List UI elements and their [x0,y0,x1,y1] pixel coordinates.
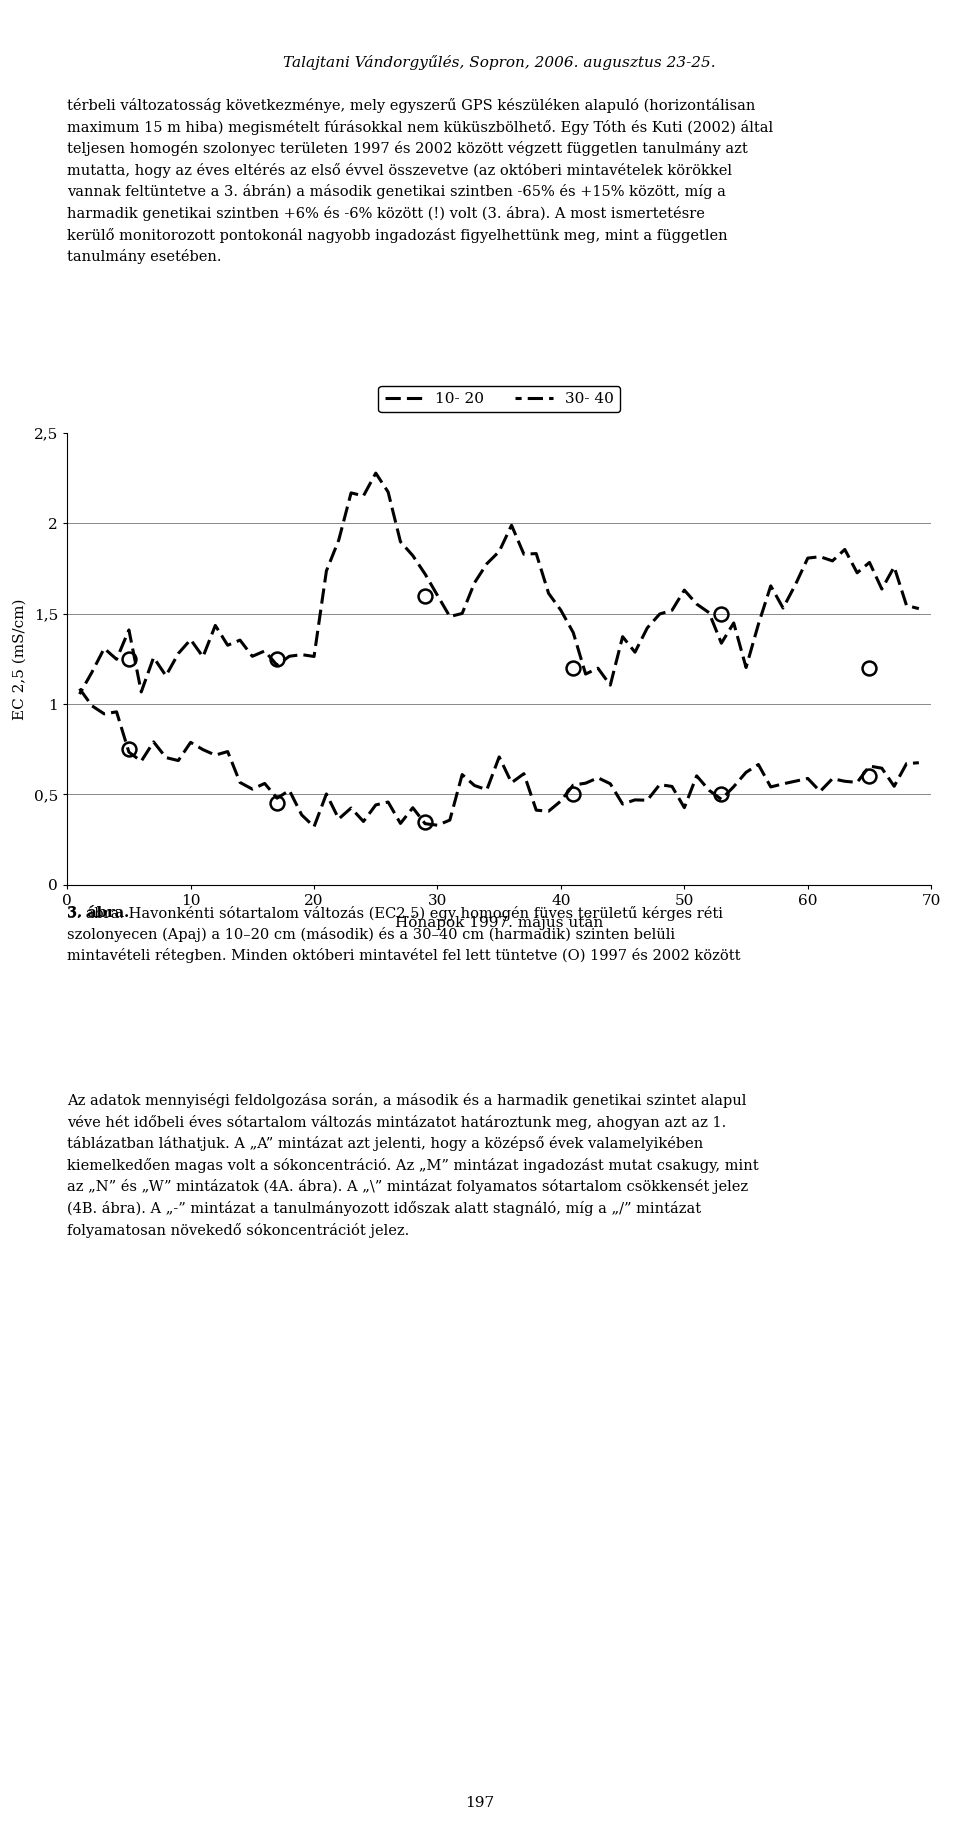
Y-axis label: EC 2,5 (mS/cm): EC 2,5 (mS/cm) [13,597,27,719]
Text: Az adatok mennyiségi feldolgozása során, a második és a harmadik genetikai szint: Az adatok mennyiségi feldolgozása során,… [67,1094,758,1237]
Text: Talajtani Vándorgyűlés, Sopron, 2006. augusztus 23-25.: Talajtani Vándorgyűlés, Sopron, 2006. au… [283,55,715,70]
Text: térbeli változatosság következménye, mely egyszerű GPS készüléken alapuló (horiz: térbeli változatosság következménye, mel… [67,97,774,265]
Text: 197: 197 [466,1796,494,1810]
Text: 3. ábra. Havonkénti sótartalom változás (EC2.5) egy homogén füves területű kérge: 3. ábra. Havonkénti sótartalom változás … [67,906,741,963]
X-axis label: Hónapok 1997. május után: Hónapok 1997. május után [396,915,603,930]
Text: 3. ábra.: 3. ábra. [67,906,130,919]
Legend: 10- 20, 30- 40: 10- 20, 30- 40 [378,386,620,412]
